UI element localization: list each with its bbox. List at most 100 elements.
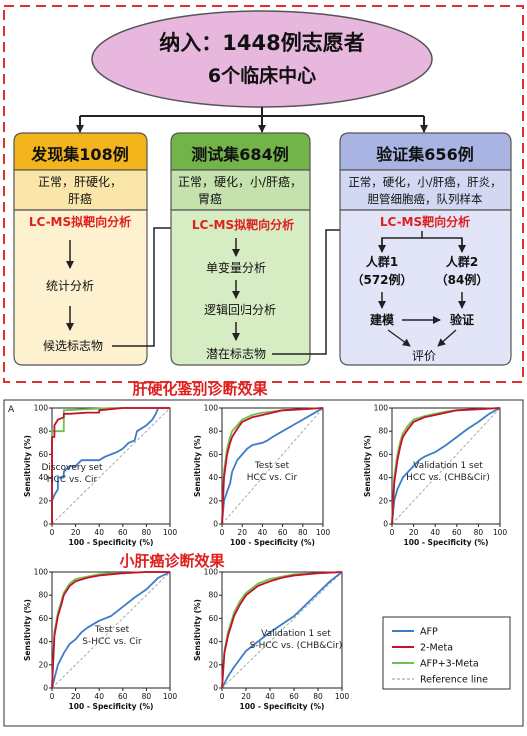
x-axis-label: 100 - Specificity (%) [240, 702, 325, 711]
section1-title: 肝硬化鉴别诊断效果 [132, 380, 268, 398]
x-tick-label: 20 [71, 528, 81, 537]
validation-method: LC-MS靶向分析 [380, 214, 470, 229]
chart-annotation: S-HCC vs. Cir [82, 637, 142, 647]
x-tick-label: 100 [163, 528, 178, 537]
x-axis-label: 100 - Specificity (%) [230, 538, 315, 547]
y-tick-label: 40 [208, 473, 218, 482]
legend-label: AFP+3-Meta [420, 659, 479, 670]
validation-header: 验证集656例 [376, 145, 473, 164]
y-tick-label: 60 [208, 614, 218, 623]
validation-desc-box [339, 169, 512, 211]
series-afp [51, 571, 171, 689]
roc-chart-4: 00 20 20 40 40 60 60 80 80 100 100 100 - Specificit… [23, 568, 177, 712]
discovery-step-candidates: 候选标志物 [43, 339, 103, 353]
y-tick-label: 100 [204, 404, 219, 413]
discovery-step-stats: 统计分析 [46, 279, 94, 293]
x-tick-label: 20 [71, 692, 81, 701]
x-tick-label: 40 [94, 692, 104, 701]
legend-box [382, 616, 511, 690]
section2-title: 小肝癌诊断效果 [119, 552, 225, 570]
series-afp [221, 407, 324, 525]
chart-annotation: HCC vs. Cir [47, 475, 98, 485]
validation-header-box [339, 132, 512, 171]
x-tick-label: 60 [452, 528, 462, 537]
y-tick-label: 100 [34, 404, 49, 413]
y-tick-label: 80 [208, 591, 218, 600]
y-axis-label: Sensitivity (%) [193, 435, 202, 497]
y-tick-label: 0 [43, 684, 48, 693]
y-tick-label: 20 [208, 660, 218, 669]
x-tick-label: 0 [50, 528, 55, 537]
chart-annotation: S-HCC vs. (CHB&Cir) [250, 641, 343, 651]
legend-label: AFP [420, 627, 438, 638]
test-desc-line1: 正常，硬化，小/肝癌， [178, 174, 302, 189]
x-tick-label: 0 [50, 692, 55, 701]
y-axis-label: Sensitivity (%) [23, 599, 32, 661]
x-tick-label: 0 [390, 528, 395, 537]
x-tick-label: 100 [493, 528, 508, 537]
test-desc-box [170, 169, 311, 211]
y-tick-label: 40 [378, 473, 388, 482]
y-tick-label: 60 [38, 450, 48, 459]
panel-letter: A [8, 405, 15, 415]
reference-line [221, 407, 324, 525]
discovery-desc-line2: 肝癌 [68, 191, 92, 206]
reference-line [51, 571, 171, 689]
x-tick-label: 60 [278, 528, 288, 537]
discovery-desc-box [13, 169, 148, 211]
x-tick-label: 0 [220, 528, 225, 537]
test-step-logistic: 逻辑回归分析 [204, 303, 276, 317]
roc-chart-1: 00 20 20 40 40 60 60 80 80 100 100 100 - Specificit… [23, 404, 177, 548]
y-tick-label: 20 [38, 496, 48, 505]
verify-to-eval-arrow [437, 329, 457, 347]
chart-annotation: Test set [94, 625, 130, 635]
x-tick-label: 100 [163, 692, 178, 701]
y-axis-label: Sensitivity (%) [23, 435, 32, 497]
y-tick-label: 60 [378, 450, 388, 459]
chart-annotation: HCC vs. Cir [247, 473, 298, 483]
series-afp [391, 407, 501, 525]
reference-line [391, 407, 501, 525]
enrollment-title: 纳入：1448例志愿者 [159, 31, 364, 55]
x-tick-label: 40 [265, 692, 275, 701]
y-tick-label: 100 [204, 568, 219, 577]
discovery-method: LC-MS拟靶向分析 [29, 214, 131, 229]
enrollment-ellipse [91, 10, 433, 108]
test-header-box [170, 132, 311, 171]
legend: AFP 2-Meta AFP+3-Meta Reference line [382, 616, 511, 690]
x-axis-label: 100 - Specificity (%) [69, 702, 154, 711]
series-2-meta [51, 407, 170, 524]
y-tick-label: 100 [374, 404, 389, 413]
y-tick-label: 80 [378, 427, 388, 436]
x-tick-label: 80 [298, 528, 308, 537]
x-tick-label: 40 [258, 528, 268, 537]
series-2-meta [221, 407, 324, 525]
x-tick-label: 100 [316, 528, 331, 537]
x-tick-label: 40 [430, 528, 440, 537]
x-tick-label: 20 [237, 528, 247, 537]
test-header: 测试集684例 [191, 145, 288, 164]
x-tick-label: 0 [220, 692, 225, 701]
roc-chart-5: 00 20 20 40 40 60 60 80 80 100 100 100 - Specificit… [193, 568, 349, 712]
y-axis-label: Sensitivity (%) [193, 599, 202, 661]
x-tick-label: 40 [94, 528, 104, 537]
evaluate-label: 评价 [412, 349, 436, 363]
y-tick-label: 0 [43, 520, 48, 529]
y-axis-label: Sensitivity (%) [363, 435, 372, 497]
test-desc-line2: 胃癌 [198, 191, 222, 206]
discovery-header-box [13, 132, 148, 171]
y-tick-label: 40 [208, 637, 218, 646]
x-tick-label: 80 [142, 692, 152, 701]
x-tick-label: 80 [313, 692, 323, 701]
discovery-column: 发现集108例 正常，肝硬化， 肝癌 LC-MS拟靶向分析 统计分析 候选标志物 [13, 132, 148, 366]
chart-annotation: HCC vs. (CHB&Cir) [406, 473, 490, 483]
validation-desc-line1: 正常，硬化，小/肝癌，肝炎， [348, 175, 501, 189]
x-tick-label: 100 [335, 692, 350, 701]
group2-label: 人群2 [446, 254, 478, 269]
enrollment-centers: 6个临床中心 [208, 64, 316, 87]
series-afp-3-meta [221, 571, 343, 689]
x-tick-label: 60 [118, 692, 128, 701]
